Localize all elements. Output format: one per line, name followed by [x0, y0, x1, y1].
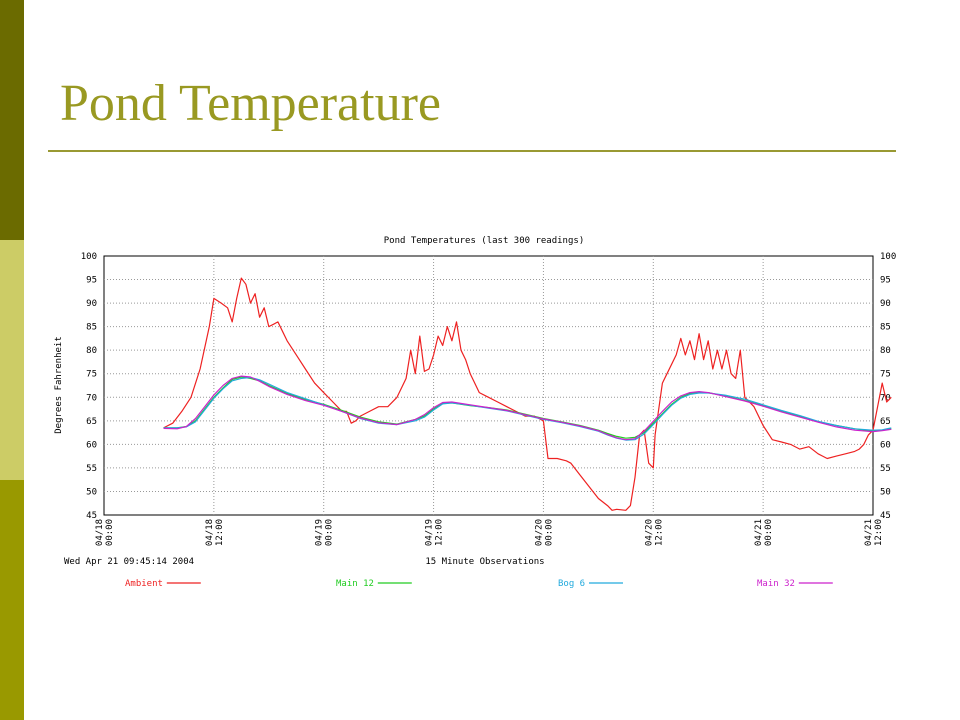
chart-grid: [104, 256, 873, 515]
legend-label-ambient: Ambient: [125, 579, 163, 589]
y-tick-label-right: 80: [880, 346, 891, 356]
x-tick-label-date: 04/21: [754, 519, 764, 546]
y-tick-label-left: 60: [86, 440, 97, 450]
x-tick-label-date: 04/21: [864, 519, 874, 546]
x-tick-label-time: 12:00: [215, 519, 225, 546]
chart-title: Pond Temperatures (last 300 readings): [384, 236, 584, 246]
y-tick-label-left: 100: [81, 252, 97, 262]
sidebar-band-bottom: [0, 480, 24, 720]
x-tick-label-group: 04/21 00:00: [754, 519, 774, 546]
x-tick-label-group: 04/18 12:00: [205, 519, 225, 546]
chart-legend: Ambient Main 12 Bog 6 Main 32: [125, 579, 833, 589]
x-tick-label-time: 00:00: [325, 519, 335, 546]
y-tick-label-right: 50: [880, 487, 891, 497]
y-tick-label-left: 95: [86, 276, 97, 286]
y-tick-label-left: 90: [86, 299, 97, 309]
x-tick-label-date: 04/20: [644, 519, 654, 546]
x-tick-label-group: 04/19 00:00: [315, 519, 335, 546]
y-axis-label: Degrees Fahrenheit: [54, 336, 64, 434]
x-axis-label: 15 Minute Observations: [425, 557, 544, 567]
x-tick-label-time: 12:00: [435, 519, 445, 546]
y-tick-label-left: 70: [86, 393, 97, 403]
legend-label-main-12: Main 12: [336, 579, 374, 589]
sidebar-band-middle: [0, 240, 24, 480]
sidebar-band-top: [0, 0, 24, 240]
y-tick-label-left: 55: [86, 464, 97, 474]
legend-label-bog-6: Bog 6: [558, 579, 585, 589]
legend-label-main-32: Main 32: [757, 579, 795, 589]
series-line-main-32: [163, 375, 892, 441]
y-tick-label-left: 50: [86, 487, 97, 497]
y-tick-label-right: 55: [880, 464, 891, 474]
title-divider: [48, 150, 896, 152]
y-tick-label-left: 65: [86, 417, 97, 427]
x-tick-label-time: 00:00: [764, 519, 774, 546]
slide-sidebar: [0, 0, 24, 720]
chart-series: [163, 277, 892, 511]
x-tick-label-time: 00:00: [544, 519, 554, 546]
series-line-ambient: [163, 277, 892, 511]
x-tick-label-date: 04/20: [534, 519, 544, 546]
x-tick-label-time: 12:00: [874, 519, 884, 546]
plot-area-frame: [103, 255, 874, 516]
y-tick-label-right: 95: [880, 276, 891, 286]
y-tick-label-right: 45: [880, 511, 891, 521]
y-axis-left: 45 50 55 60 65 70 75 80 85 90 95 100: [81, 252, 97, 521]
x-tick-label-group: 04/20 12:00: [644, 519, 664, 546]
y-tick-label-right: 90: [880, 299, 891, 309]
y-tick-label-right: 60: [880, 440, 891, 450]
slide-title: Pond Temperature: [60, 75, 441, 132]
y-tick-label-left: 75: [86, 370, 97, 380]
pond-temperature-chart: Pond Temperatures (last 300 readings) 45…: [54, 236, 896, 589]
y-tick-label-left: 45: [86, 511, 97, 521]
x-axis: 04/18 00:00 04/18 12:00 04/19 00:00 04/19 12:00…: [95, 519, 884, 546]
y-tick-label-left: 85: [86, 323, 97, 333]
y-tick-label-right: 75: [880, 370, 891, 380]
x-tick-label-date: 04/19: [425, 519, 435, 546]
y-tick-label-right: 65: [880, 417, 891, 427]
x-tick-label-date: 04/18: [205, 519, 215, 546]
y-tick-label-right: 100: [880, 252, 896, 262]
y-tick-label-left: 80: [86, 346, 97, 356]
x-tick-label-group: 04/19 12:00: [425, 519, 445, 546]
x-tick-label-time: 12:00: [654, 519, 664, 546]
x-tick-label-date: 04/19: [315, 519, 325, 546]
y-tick-label-right: 85: [880, 323, 891, 333]
x-tick-label-group: 04/20 00:00: [534, 519, 554, 546]
x-tick-label-group: 04/18 00:00: [95, 519, 115, 546]
chart-timestamp: Wed Apr 21 09:45:14 2004: [64, 557, 194, 567]
x-tick-label-time: 00:00: [105, 519, 115, 546]
x-tick-label-group: 04/21 12:00: [864, 519, 884, 546]
x-tick-label-date: 04/18: [95, 519, 105, 546]
